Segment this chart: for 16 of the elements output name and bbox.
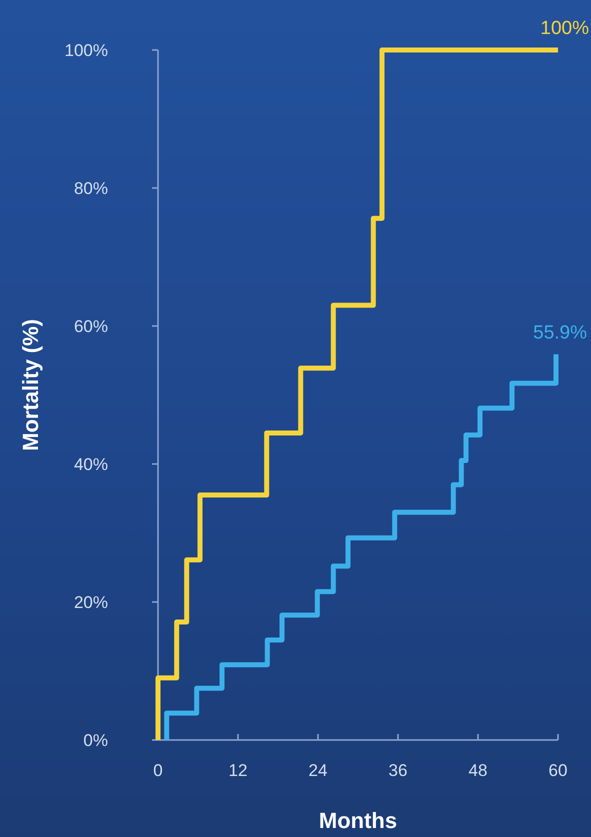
y-axis-title: Mortality (%) xyxy=(18,319,43,451)
x-tick-label: 60 xyxy=(548,761,568,780)
x-axis-title: Months xyxy=(318,808,398,833)
data-label: 100% xyxy=(540,18,590,39)
x-tick-label: 12 xyxy=(228,761,248,780)
x-tick-label: 24 xyxy=(308,761,328,780)
y-tick-label: 80% xyxy=(74,178,108,198)
y-tick-label: 100% xyxy=(64,40,108,60)
data-label: 55.9% xyxy=(533,322,588,344)
y-tick-label: 60% xyxy=(74,316,108,336)
y-tick-label: 20% xyxy=(74,592,108,612)
y-tick-label: 0% xyxy=(83,730,108,750)
x-tick-label: 48 xyxy=(468,761,488,780)
y-tick-label: 40% xyxy=(74,454,108,474)
x-tick-label: 0 xyxy=(153,761,163,780)
x-tick-label: 36 xyxy=(388,761,408,780)
